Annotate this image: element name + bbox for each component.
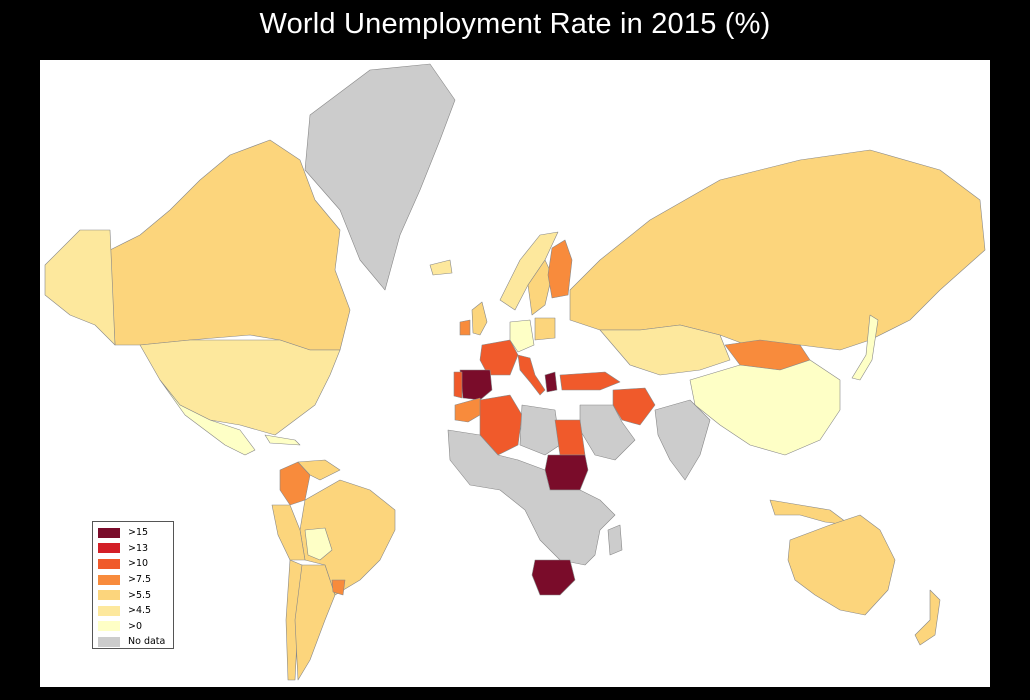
map-legend: >15 >13 >10 >7.5 >5.5 >4.5 >0 No data bbox=[92, 521, 174, 649]
region-central-africa bbox=[447, 429, 616, 566]
region-indonesia bbox=[769, 499, 851, 526]
legend-swatch bbox=[98, 605, 120, 616]
region-india bbox=[654, 399, 711, 481]
legend-label: >0 bbox=[128, 620, 143, 632]
region-greece bbox=[544, 371, 558, 393]
region-iceland bbox=[429, 259, 453, 276]
legend-swatch bbox=[98, 527, 120, 538]
legend-item: No data bbox=[98, 634, 173, 650]
region-libya bbox=[519, 404, 561, 456]
legend-item: >13 bbox=[98, 541, 173, 557]
region-bolivia bbox=[304, 527, 333, 561]
region-saudi-arabia bbox=[579, 404, 636, 461]
region-sweden bbox=[527, 259, 553, 316]
legend-label: >10 bbox=[128, 558, 149, 570]
legend-item: >4.5 bbox=[98, 603, 173, 619]
legend-swatch bbox=[98, 558, 120, 569]
region-china bbox=[689, 359, 841, 456]
region-cuba bbox=[264, 434, 301, 446]
region-greenland bbox=[304, 63, 456, 291]
region-germany bbox=[509, 319, 535, 353]
region-poland bbox=[534, 317, 556, 341]
legend-swatch bbox=[98, 636, 120, 647]
legend-label: >5.5 bbox=[128, 589, 152, 601]
region-ireland bbox=[459, 319, 471, 336]
region-russia bbox=[569, 149, 986, 351]
legend-item: >10 bbox=[98, 556, 173, 572]
region-australia bbox=[787, 514, 896, 616]
region-venezuela bbox=[297, 459, 341, 481]
legend-item: >0 bbox=[98, 619, 173, 635]
region-madagascar bbox=[607, 524, 623, 556]
region-sudan bbox=[544, 454, 589, 491]
region-portugal bbox=[453, 371, 463, 399]
region-japan bbox=[851, 314, 879, 381]
region-morocco bbox=[454, 397, 486, 423]
region-egypt bbox=[554, 419, 586, 456]
region-norway bbox=[499, 231, 559, 311]
region-united-states bbox=[139, 339, 341, 436]
legend-label: >4.5 bbox=[128, 605, 152, 617]
legend-swatch bbox=[98, 590, 120, 601]
legend-swatch bbox=[98, 543, 120, 554]
legend-label: >7.5 bbox=[128, 574, 152, 586]
region-finland bbox=[547, 239, 573, 299]
legend-item: >15 bbox=[98, 525, 173, 541]
region-kazakhstan bbox=[599, 324, 731, 376]
region-peru bbox=[271, 504, 306, 561]
region-united-kingdom bbox=[471, 301, 488, 336]
legend-swatch bbox=[98, 621, 120, 632]
legend-item: >7.5 bbox=[98, 572, 173, 588]
region-argentina bbox=[294, 564, 336, 681]
map-title: World Unemployment Rate in 2015 (%) bbox=[259, 8, 771, 40]
world-map bbox=[44, 63, 986, 681]
region-algeria bbox=[479, 394, 523, 456]
region-spain bbox=[459, 369, 493, 401]
legend-label: >15 bbox=[128, 527, 149, 539]
region-uruguay bbox=[331, 579, 346, 596]
legend-swatch bbox=[98, 574, 120, 585]
region-new-zealand bbox=[914, 589, 941, 646]
region-south-africa bbox=[531, 559, 576, 596]
region-mexico bbox=[159, 379, 256, 456]
region-turkey bbox=[559, 371, 621, 391]
map-panel: >15 >13 >10 >7.5 >5.5 >4.5 >0 No data bbox=[40, 60, 990, 687]
legend-item: >5.5 bbox=[98, 587, 173, 603]
region-italy bbox=[517, 354, 546, 396]
legend-label: No data bbox=[128, 636, 166, 648]
legend-label: >13 bbox=[128, 542, 149, 554]
region-alaska bbox=[44, 229, 116, 346]
